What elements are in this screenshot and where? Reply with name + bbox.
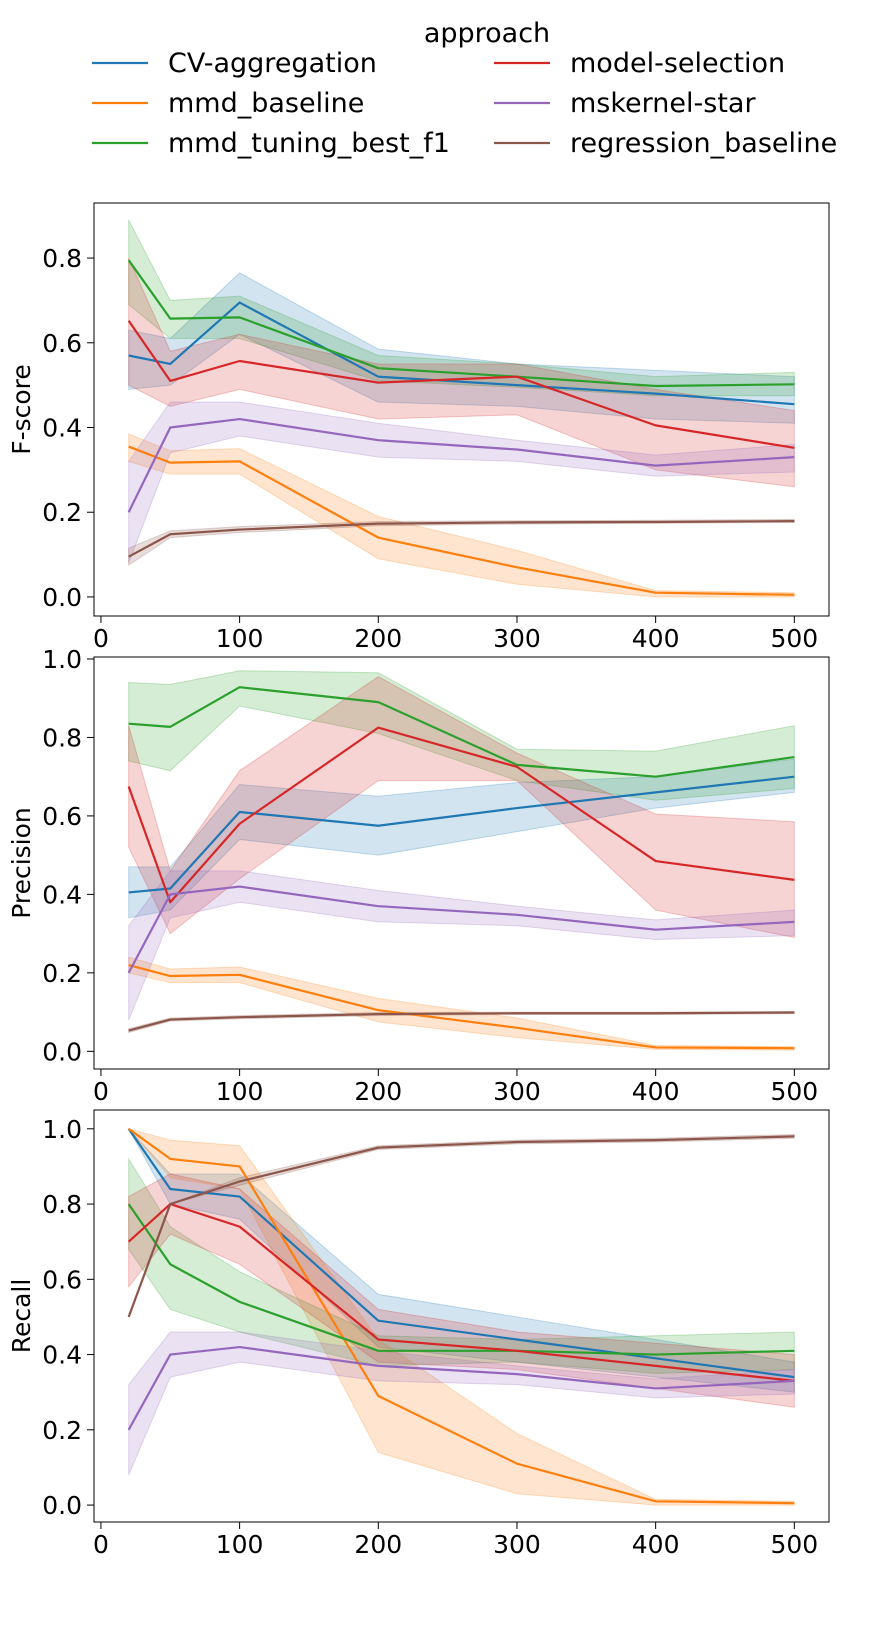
- f-score-line-mskernel-star: [127, 417, 795, 513]
- recall-ytick-label: 1.0: [42, 1115, 82, 1144]
- legend-title: approach: [424, 18, 550, 49]
- f-score-band-mmd-baseline: [128, 433, 795, 598]
- precision-xtick-label: 400: [632, 1077, 680, 1106]
- legend-entry-model-selection: model-selection: [494, 48, 785, 79]
- legend-label-cv-aggregation: CV-aggregation: [168, 48, 377, 79]
- recall-line-regression-baseline: [127, 1135, 795, 1318]
- f-score-ytick-label: 0.2: [42, 498, 82, 527]
- recall-ylabel: Recall: [7, 1279, 36, 1354]
- f-score-line-mmd-tuning-best-f1: [127, 259, 795, 388]
- recall-line-mmd-baseline: [128, 1127, 795, 1505]
- precision-ytick-label: 0.6: [42, 802, 82, 831]
- f-score-xtick-label: 0: [93, 624, 109, 653]
- f-score-line-regression-baseline: [128, 520, 795, 558]
- f-score-ylabel: F-score: [7, 364, 36, 455]
- precision-xtick-label: 200: [354, 1077, 402, 1106]
- f-score-line-model-selection: [127, 320, 795, 449]
- f-score-ytick-label: 0.4: [42, 414, 82, 443]
- precision-band-cv-aggregation: [128, 758, 795, 919]
- precision-xtick-label: 300: [493, 1077, 541, 1106]
- recall-ytick-label: 0.8: [42, 1190, 82, 1219]
- recall-xtick-label: 400: [632, 1530, 680, 1559]
- f-score-ytick-label: 0.8: [42, 244, 82, 273]
- f-score-band-mskernel-star: [128, 401, 795, 564]
- recall-band-model-selection: [128, 1173, 795, 1408]
- legend-entry-regression-baseline: regression_baseline: [494, 128, 837, 159]
- f-score-band-regression-baseline: [128, 518, 795, 567]
- legend-label-model-selection: model-selection: [570, 48, 785, 79]
- precision-band-model-selection: [128, 676, 795, 939]
- panel-precision: 0.0 0.2 0.4 0.6 0.8 1.0 0 100 200 300 400 500 Precis…: [7, 645, 830, 1106]
- precision-ytick-label: 0.2: [42, 959, 82, 988]
- f-score-xtick-label: 500: [770, 624, 818, 653]
- panel-f-score: 0.0 0.2 0.4 0.6 0.8 0 100 200 300 400 500 F-score: [7, 202, 830, 653]
- f-score-frame: [93, 202, 830, 617]
- legend-entry-cv-aggregation: CV-aggregation: [92, 48, 377, 79]
- recall-line-mmd-tuning-best-f1: [127, 1203, 795, 1356]
- recall-ytick-label: 0.0: [42, 1491, 82, 1520]
- f-score-xtick-label: 200: [354, 624, 402, 653]
- panel-recall: 0.0 0.2 0.4 0.6 0.8 1.0 0 100 200 300 400 500 Recall: [7, 1109, 830, 1559]
- precision-xtick-label: 500: [770, 1077, 818, 1106]
- f-score-line-mmd-baseline: [128, 445, 795, 596]
- legend-label-mmd-tuning-best-f1: mmd_tuning_best_f1: [168, 128, 450, 159]
- precision-xtick-label: 0: [93, 1077, 109, 1106]
- precision-ytick-label: 1.0: [42, 645, 82, 674]
- f-score-band-mmd-tuning-best-f1: [128, 219, 795, 397]
- f-score-ytick-label: 0.6: [42, 329, 82, 358]
- legend-entry-mskernel-star: mskernel-star: [494, 88, 756, 119]
- recall-xtick-label: 300: [493, 1530, 541, 1559]
- f-score-band-cv-aggregation: [128, 272, 795, 424]
- precision-line-mmd-baseline: [128, 963, 795, 1050]
- f-score-line-cv-aggregation: [128, 301, 795, 406]
- recall-xtick-label: 0: [93, 1530, 109, 1559]
- recall-xtick-label: 100: [216, 1530, 264, 1559]
- precision-ytick-label: 0.0: [42, 1037, 82, 1066]
- legend-label-mskernel-star: mskernel-star: [570, 88, 756, 119]
- recall-line-mskernel-star: [127, 1345, 795, 1431]
- panels: 0.00.20.40.60.80 100 200 300 400 500F-score0.…: [7, 202, 830, 1559]
- legend: approach CV-aggregation mmd_baseline mmd_t…: [92, 18, 837, 159]
- precision-ytick-label: 0.8: [42, 723, 82, 752]
- precision-band-mskernel-star: [128, 870, 795, 1021]
- precision-xtick-label: 100: [216, 1077, 264, 1106]
- recall-frame: [93, 1109, 830, 1523]
- f-score-ytick-label: 0.0: [42, 583, 82, 612]
- precision-line-mmd-tuning-best-f1: [128, 686, 795, 778]
- recall-ytick-label: 0.2: [42, 1416, 82, 1445]
- legend-entry-mmd-baseline: mmd_baseline: [92, 88, 364, 119]
- recall-band-mskernel-star: [128, 1331, 795, 1476]
- recall-band-mmd-tuning-best-f1: [128, 1157, 795, 1374]
- f-score-xtick-label: 300: [493, 624, 541, 653]
- legend-entry-mmd-tuning-best-f1: mmd_tuning_best_f1: [92, 128, 450, 159]
- precision-line-mskernel-star: [127, 885, 795, 974]
- precision-line-regression-baseline: [128, 1011, 795, 1032]
- precision-line-model-selection: [127, 726, 795, 904]
- precision-frame: [93, 656, 830, 1070]
- recall-xtick-label: 500: [770, 1530, 818, 1559]
- f-score-xtick-label: 400: [632, 624, 680, 653]
- recall-ytick-label: 0.4: [42, 1341, 82, 1370]
- recall-xtick-label: 200: [354, 1530, 402, 1559]
- precision-band-mmd-baseline: [128, 956, 795, 1051]
- precision-ytick-label: 0.4: [42, 880, 82, 909]
- precision-line-cv-aggregation: [128, 775, 795, 894]
- precision-ylabel: Precision: [7, 807, 36, 919]
- f-score-xtick-label: 100: [216, 624, 264, 653]
- recall-ytick-label: 0.6: [42, 1265, 82, 1294]
- precision-band-mmd-tuning-best-f1: [128, 670, 795, 801]
- legend-label-mmd-baseline: mmd_baseline: [168, 88, 364, 119]
- legend-label-regression-baseline: regression_baseline: [570, 128, 837, 159]
- recall-line-cv-aggregation: [127, 1128, 795, 1379]
